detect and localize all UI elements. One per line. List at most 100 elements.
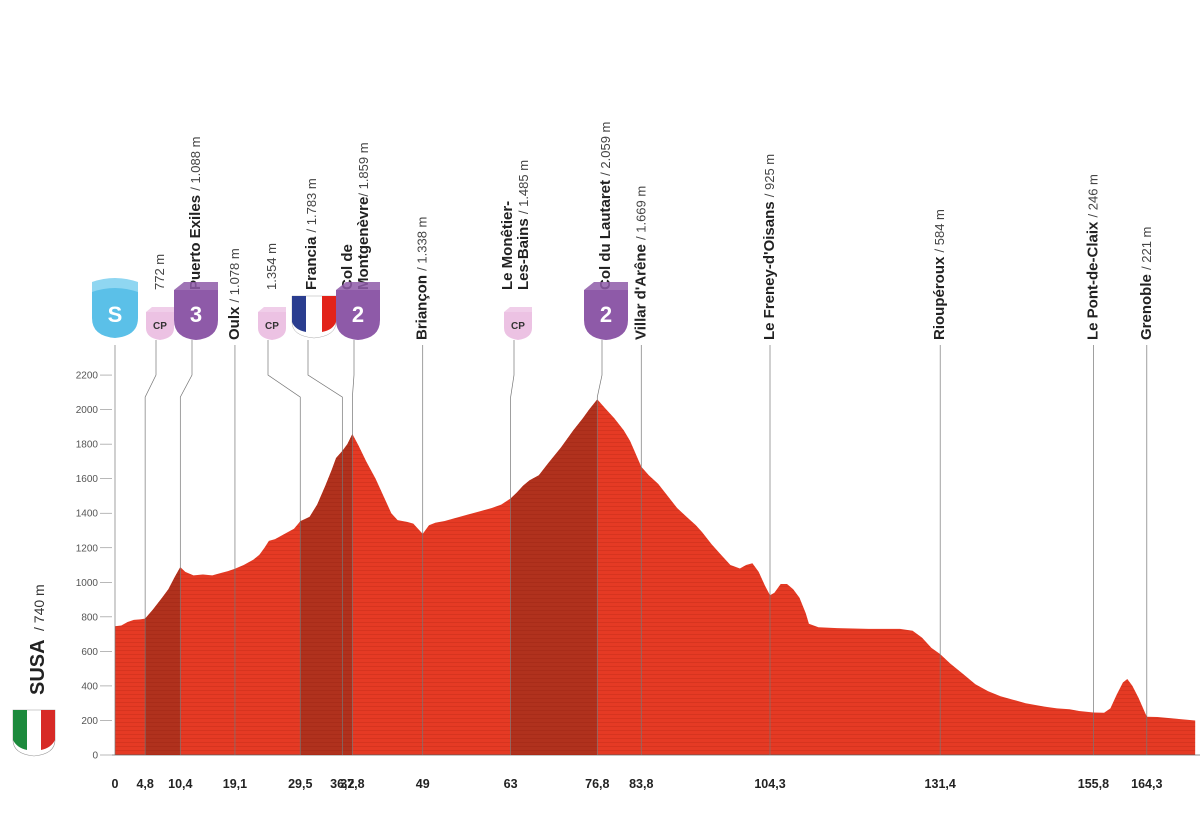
- waypoint-name: Oulx: [226, 302, 243, 340]
- waypoint-label: Briançon / 1.338 m: [414, 217, 431, 340]
- checkpoint-label: CP: [153, 321, 167, 332]
- x-tick-label: 19,1: [223, 777, 247, 791]
- waypoint-elevation: / 1.338 m: [415, 217, 430, 271]
- waypoint-name: Puerto Exiles: [187, 191, 204, 290]
- checkpoint-icon: CP: [258, 307, 286, 340]
- y-tick-label: 0: [92, 751, 98, 762]
- waypoint-name: Grenoble: [1138, 270, 1155, 340]
- y-tick-label: 1800: [76, 440, 99, 451]
- waypoint-name: Les-Bains: [515, 214, 532, 290]
- x-tick-label: 0: [112, 777, 119, 791]
- start-icon: S: [92, 278, 138, 338]
- waypoint-labels: 772 m Puerto Exiles / 1.088 m Oulx / 1.078…: [152, 122, 1155, 340]
- checkpoint-icon: CP: [504, 307, 532, 340]
- waypoint-elevation: / 221 m: [1139, 227, 1154, 270]
- waypoint-label: Col du Lautaret / 2.059 m: [597, 122, 614, 290]
- waypoint-name: Col du Lautaret: [597, 176, 614, 290]
- x-tick-label: 155,8: [1078, 777, 1109, 791]
- waypoint-elevation: 772 m: [152, 254, 167, 290]
- waypoint-name: Villar d'Arêne: [632, 240, 649, 340]
- climb-segments: [145, 399, 598, 755]
- category-3-climb-icon: 3: [174, 282, 218, 340]
- climb-hatching: [300, 451, 343, 755]
- x-tick-label: 29,5: [288, 777, 312, 791]
- waypoint-label: Le Pont-de-Claix / 246 m: [1084, 174, 1101, 340]
- waypoint-label: Rioupéroux / 584 m: [931, 209, 948, 340]
- waypoint-name: Le Freney-d'Oisans: [761, 197, 778, 340]
- waypoint-label: Le Monêtier-Les-Bains / 1.485 m: [499, 160, 532, 290]
- y-tick-label: 1000: [76, 578, 99, 589]
- y-axis: 0 200 400 600 800 1000 1200 1400 1600 1800 2000 220…: [76, 371, 112, 762]
- waypoint-label: Francia / 1.783 m: [303, 178, 320, 290]
- waypoint-label: 772 m: [152, 254, 167, 290]
- x-tick-label: 76,8: [585, 777, 609, 791]
- waypoint-leader-line: [179, 340, 193, 755]
- waypoint-name: Col de: [339, 244, 356, 290]
- profile-hatching: [115, 399, 1196, 755]
- waypoint-label: Villar d'Arêne / 1.669 m: [632, 186, 649, 340]
- y-tick-label: 200: [81, 716, 98, 727]
- y-tick-label: 1200: [76, 543, 99, 554]
- start-block: SUSA / 740 m: [12, 584, 56, 757]
- waypoint-label: 1.354 m: [264, 243, 279, 290]
- category-2-climb-icon: 2: [336, 282, 380, 340]
- start-town-elevation-value: 740 m: [31, 584, 47, 623]
- x-tick-label: 4,8: [136, 777, 153, 791]
- waypoint-leader-line: [307, 340, 343, 755]
- waypoint-elevation: 1.354 m: [264, 243, 279, 290]
- x-tick-label: 63: [504, 777, 518, 791]
- climb-hatching: [342, 434, 353, 755]
- waypoint-elevation: / 584 m: [932, 209, 947, 252]
- waypoint-name: Le Pont-de-Claix: [1084, 217, 1101, 340]
- waypoint-elevation: / 1.669 m: [633, 186, 648, 240]
- x-tick-label: 164,3: [1131, 777, 1162, 791]
- waypoint-icons: CP 3 CP 2 CP 2 S: [92, 278, 628, 340]
- y-tick-label: 2000: [76, 405, 99, 416]
- waypoint-name: Rioupéroux: [931, 252, 948, 340]
- y-tick-label: 1600: [76, 474, 99, 485]
- category-2-climb-icon: 2: [584, 282, 628, 340]
- waypoint-elevation: / 2.059 m: [598, 122, 613, 176]
- waypoint-elevation: / 1.078 m: [227, 248, 242, 302]
- climb-hatching: [145, 567, 181, 755]
- waypoint-name: Francia: [303, 232, 320, 290]
- start-badge-label: S: [108, 302, 123, 327]
- x-tick-label: 49: [416, 777, 430, 791]
- start-town-elevation: /: [31, 623, 47, 631]
- france-flag-icon: [291, 295, 337, 339]
- waypoint-elevation: / 925 m: [762, 154, 777, 197]
- waypoint-name: Briançon: [414, 271, 431, 340]
- checkpoint-label: CP: [511, 321, 525, 332]
- waypoint-elevation: / 1.783 m: [304, 178, 319, 232]
- waypoint-elevation: / 1.088 m: [188, 137, 203, 191]
- waypoint-label: Oulx / 1.078 m: [226, 248, 243, 340]
- waypoint-name: Montgenèvre: [355, 197, 372, 290]
- elevation-profile: [112, 399, 1200, 756]
- waypoint-leader-line: [144, 340, 157, 755]
- checkpoint-label: CP: [265, 321, 279, 332]
- climb-category-label: 2: [352, 302, 364, 327]
- checkpoint-icon: CP: [146, 307, 174, 340]
- waypoint-label: Col deMontgenèvre/ 1.859 m: [339, 142, 372, 290]
- waypoint-label: Grenoble / 221 m: [1138, 227, 1155, 340]
- x-tick-label: 10,4: [168, 777, 192, 791]
- y-tick-label: 600: [81, 647, 98, 658]
- x-axis: 4,8 10,4 19,1 29,5 36,237,8 49 63 76,8 83,8 104,3…: [112, 777, 1163, 791]
- climb-hatching: [510, 399, 598, 755]
- waypoint-leader-line: [510, 340, 515, 755]
- start-town-name: SUSA: [27, 639, 49, 695]
- italy-flag-icon: [12, 709, 56, 757]
- waypoint-leader-line: [596, 340, 603, 755]
- waypoint-name: Le Monêtier-: [499, 201, 516, 290]
- y-tick-label: 400: [81, 681, 98, 692]
- waypoint-elevation: / 1.485 m: [516, 160, 531, 214]
- waypoint-elevation: / 1.859 m: [356, 142, 371, 196]
- y-tick-label: 800: [81, 612, 98, 623]
- x-tick-label: 37,8: [340, 777, 364, 791]
- y-tick-label: 1400: [76, 509, 99, 520]
- climb-category-label: 3: [190, 302, 202, 327]
- waypoint-label: Puerto Exiles / 1.088 m: [187, 137, 204, 290]
- y-tick-label: 2200: [76, 371, 99, 382]
- waypoint-elevation: / 246 m: [1085, 174, 1100, 217]
